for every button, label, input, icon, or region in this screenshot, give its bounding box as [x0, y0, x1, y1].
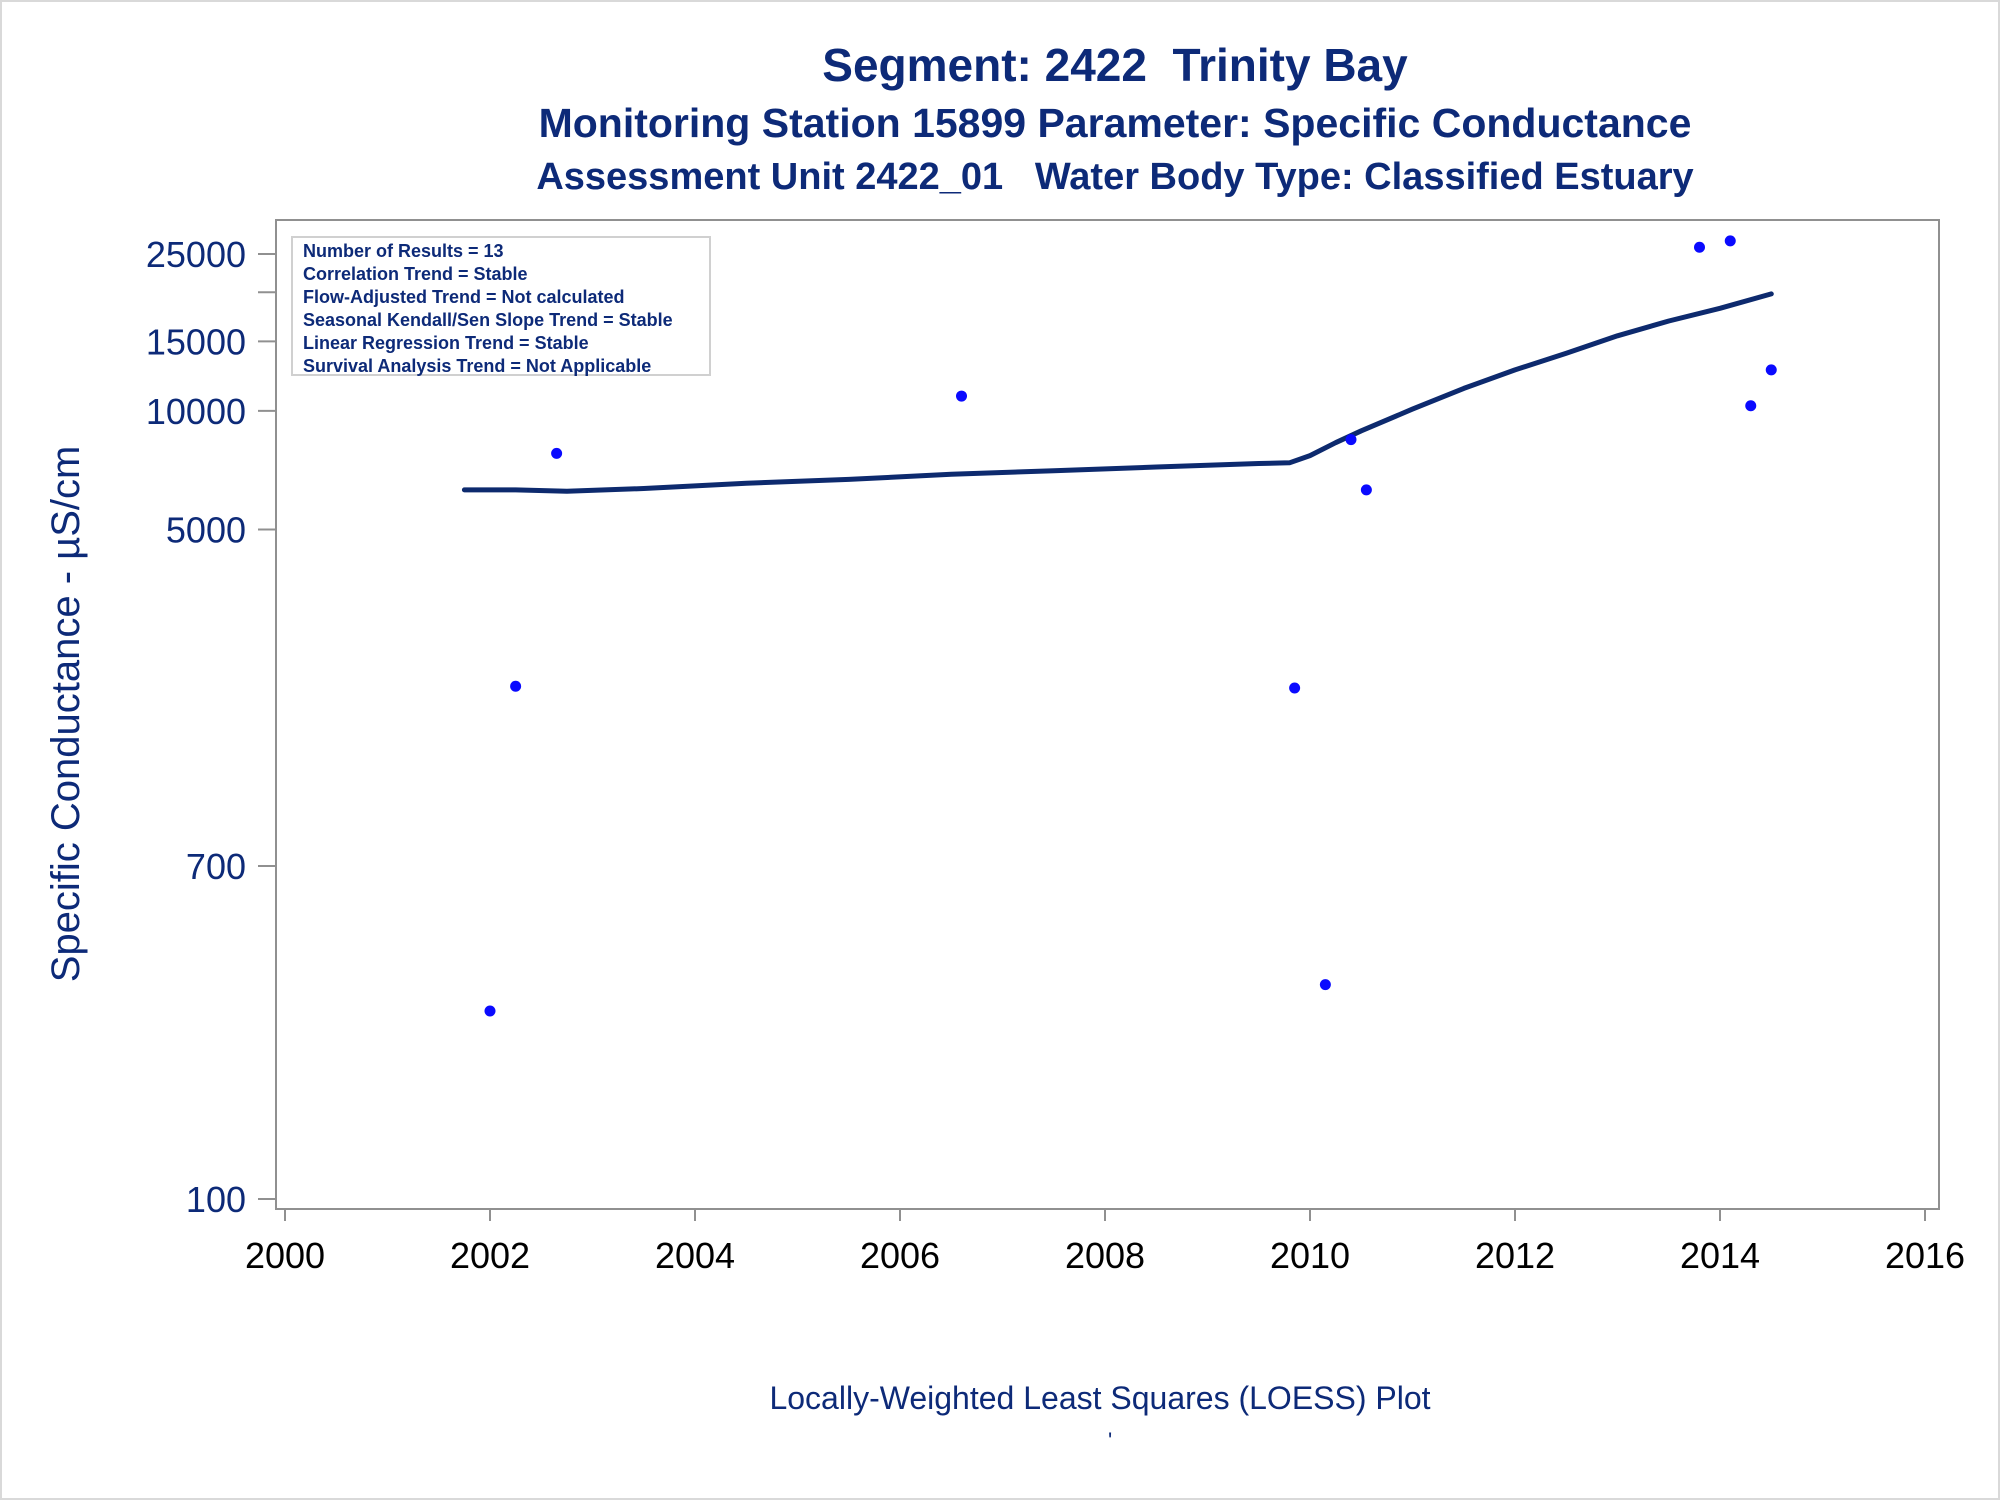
data-point — [510, 680, 522, 692]
y-tick-label: 15000 — [146, 321, 246, 362]
data-point — [956, 390, 967, 402]
x-tick-label: 2000 — [245, 1235, 325, 1276]
x-tick-label: 2002 — [450, 1235, 530, 1276]
x-tick-label: 2004 — [655, 1235, 735, 1276]
y-tick-label: 5000 — [166, 509, 246, 550]
chart-subtitle-station: Monitoring Station 15899 Parameter: Spec… — [538, 100, 1692, 146]
stat-survival-analysis-trend: Survival Analysis Trend = Not Applicable — [303, 356, 652, 376]
data-point — [1319, 979, 1331, 991]
loess-plot-caption: Locally-Weighted Least Squares (LOESS) P… — [769, 1380, 1431, 1416]
chart-title: Segment: 2422 Trinity Bay — [822, 39, 1408, 91]
data-point — [1360, 484, 1372, 496]
x-axis: 2000 2002 2004 2006 2008 2010 2012 2014 2016 — [245, 1209, 1965, 1276]
data-point — [551, 447, 563, 459]
stat-flow-adjusted-trend: Flow-Adjusted Trend = Not calculated — [303, 287, 625, 307]
y-tick-label: 100 — [186, 1179, 246, 1220]
data-point — [1765, 364, 1777, 376]
stat-correlation-trend: Correlation Trend = Stable — [303, 264, 528, 284]
y-axis: 100 700 5000 10000 15000 25000 — [146, 234, 276, 1220]
x-tick-label: 2010 — [1270, 1235, 1350, 1276]
x-tick-label: 2014 — [1680, 1235, 1760, 1276]
loess-line — [461, 291, 1774, 494]
y-tick-label: 700 — [186, 846, 246, 887]
trend-stats-box: Number of Results = 13 Correlation Trend… — [291, 236, 711, 376]
y-tick-label: 10000 — [146, 391, 246, 432]
data-point — [1724, 235, 1736, 247]
data-point — [1289, 682, 1301, 694]
y-axis-label: Specific Conductance - µS/cm — [44, 446, 88, 983]
x-tick-label: 2016 — [1885, 1235, 1965, 1276]
chart-subtitle-assessment: Assessment Unit 2422_01 Water Body Type:… — [536, 156, 1694, 198]
x-tick-label: 2006 — [860, 1235, 940, 1276]
plot-area — [275, 219, 1940, 1210]
stat-seasonal-kendall-trend: Seasonal Kendall/Sen Slope Trend = Stabl… — [303, 310, 673, 330]
footer-mark: ' — [1108, 1428, 1113, 1453]
x-tick-label: 2008 — [1065, 1235, 1145, 1276]
data-point — [1745, 400, 1757, 412]
data-point — [1345, 434, 1357, 446]
data-point — [1694, 241, 1705, 253]
x-tick-label: 2012 — [1475, 1235, 1555, 1276]
data-point — [484, 1005, 496, 1017]
stat-number-of-results: Number of Results = 13 — [303, 241, 504, 261]
y-tick-label: 25000 — [146, 234, 246, 275]
loess-line-layer — [461, 291, 1774, 494]
stat-linear-regression-trend: Linear Regression Trend = Stable — [303, 333, 589, 353]
